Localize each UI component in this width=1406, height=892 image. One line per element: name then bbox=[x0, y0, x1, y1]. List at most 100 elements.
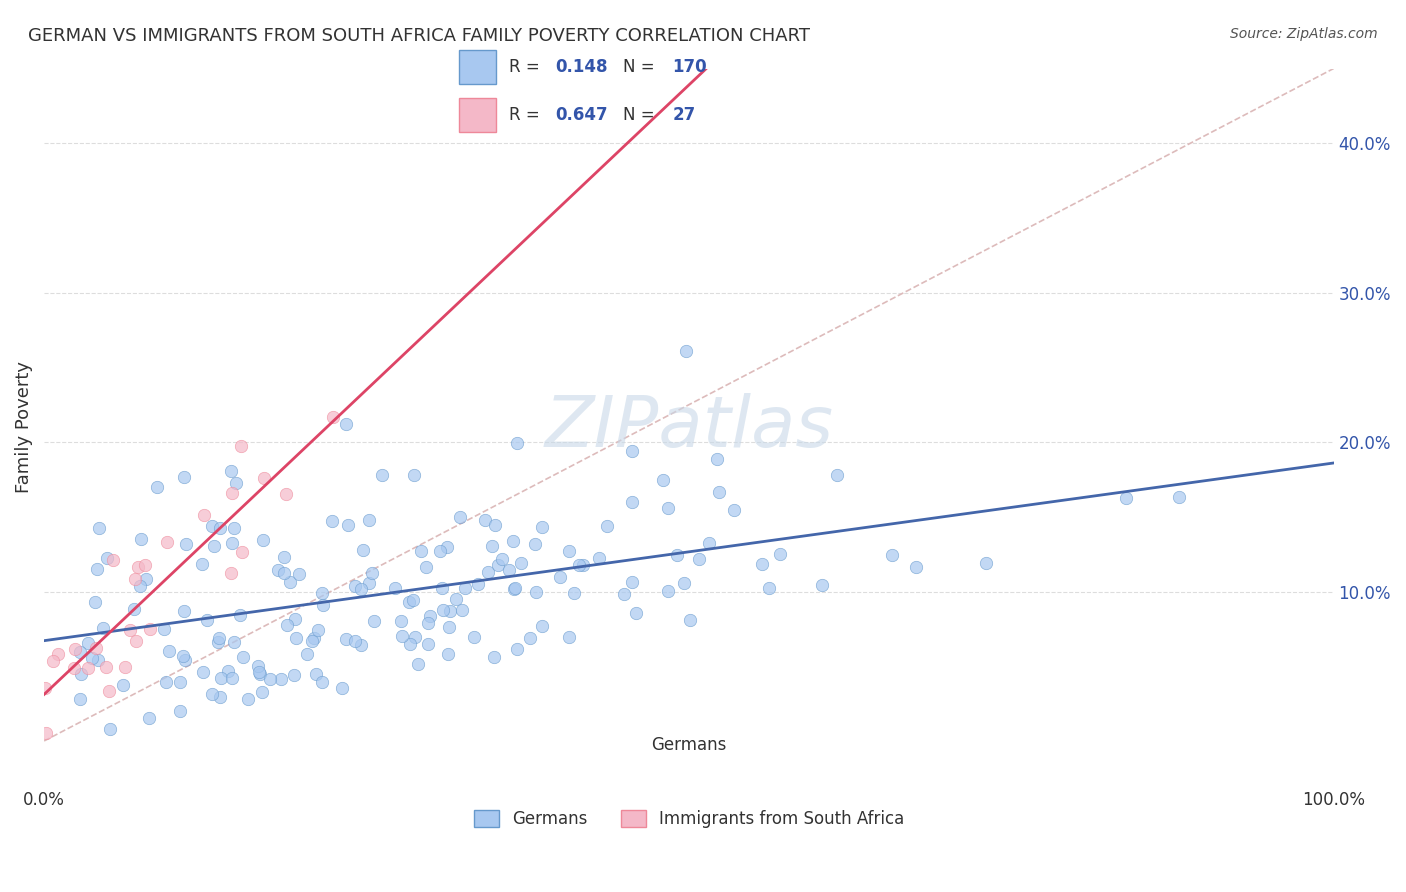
Point bbox=[250, 685, 273, 699]
Point bbox=[498, 563, 520, 577]
Point bbox=[1167, 490, 1189, 504]
Point bbox=[439, 604, 461, 618]
Text: R =: R = bbox=[509, 106, 544, 124]
Point bbox=[48, 647, 70, 661]
Point bbox=[415, 560, 437, 574]
Point bbox=[709, 485, 731, 500]
Point bbox=[588, 551, 610, 566]
Point bbox=[408, 657, 430, 672]
Text: GERMAN VS IMMIGRANTS FROM SOUTH AFRICA FAMILY POVERTY CORRELATION CHART: GERMAN VS IMMIGRANTS FROM SOUTH AFRICA F… bbox=[28, 27, 810, 45]
Point bbox=[657, 500, 679, 515]
Point bbox=[231, 439, 253, 453]
Point bbox=[146, 480, 169, 494]
Point bbox=[562, 586, 585, 600]
Point bbox=[335, 632, 357, 646]
Point bbox=[169, 704, 191, 718]
Point bbox=[432, 603, 454, 617]
Point bbox=[359, 575, 381, 590]
Point bbox=[278, 574, 301, 589]
Point bbox=[502, 533, 524, 548]
Point bbox=[174, 537, 197, 551]
Point bbox=[596, 519, 619, 533]
Point bbox=[118, 624, 141, 638]
Point bbox=[474, 513, 496, 527]
Point bbox=[444, 592, 467, 607]
FancyBboxPatch shape bbox=[460, 50, 496, 84]
Point bbox=[207, 635, 229, 649]
Point bbox=[697, 536, 720, 550]
Point bbox=[274, 487, 297, 501]
Text: R =: R = bbox=[509, 58, 544, 76]
Point bbox=[652, 473, 675, 487]
Point bbox=[125, 634, 148, 648]
Point bbox=[620, 444, 643, 458]
Point bbox=[312, 599, 335, 613]
Point bbox=[134, 558, 156, 572]
Point bbox=[114, 660, 136, 674]
Point bbox=[384, 582, 406, 596]
Point bbox=[129, 532, 152, 546]
Point bbox=[270, 673, 292, 687]
Point bbox=[463, 630, 485, 644]
Point bbox=[98, 722, 121, 736]
Point bbox=[76, 661, 98, 675]
Point bbox=[491, 552, 513, 566]
Point bbox=[87, 652, 110, 666]
Point bbox=[173, 604, 195, 618]
Point bbox=[283, 668, 305, 682]
Point bbox=[201, 518, 224, 533]
Point bbox=[34, 681, 56, 696]
Point bbox=[505, 581, 527, 595]
Text: 27: 27 bbox=[672, 106, 696, 124]
Point bbox=[404, 467, 426, 482]
Point bbox=[63, 642, 86, 657]
Point bbox=[502, 582, 524, 596]
Point bbox=[84, 595, 107, 609]
Point bbox=[723, 503, 745, 517]
Point bbox=[467, 577, 489, 591]
Point bbox=[221, 536, 243, 550]
Point bbox=[624, 606, 647, 620]
Point bbox=[675, 343, 697, 358]
Point bbox=[482, 650, 505, 665]
Point bbox=[688, 552, 710, 566]
Point bbox=[621, 574, 644, 589]
Point bbox=[135, 572, 157, 586]
Point bbox=[449, 509, 471, 524]
Point bbox=[436, 541, 458, 555]
Point bbox=[87, 521, 110, 535]
Point bbox=[429, 544, 451, 558]
Point bbox=[98, 683, 121, 698]
Point bbox=[402, 593, 425, 607]
Point bbox=[285, 631, 308, 645]
Point bbox=[201, 687, 224, 701]
Point bbox=[391, 629, 413, 643]
Point bbox=[481, 539, 503, 553]
Point bbox=[311, 586, 333, 600]
Point bbox=[62, 661, 84, 675]
Point bbox=[273, 550, 295, 565]
Point bbox=[288, 567, 311, 582]
Point bbox=[219, 566, 242, 580]
Point bbox=[273, 566, 295, 580]
Point bbox=[80, 650, 103, 665]
Point bbox=[548, 569, 571, 583]
Point bbox=[758, 581, 780, 595]
Point bbox=[904, 560, 927, 574]
Text: 0.647: 0.647 bbox=[555, 106, 607, 124]
Point bbox=[173, 653, 195, 667]
Point bbox=[209, 671, 232, 685]
Point bbox=[359, 513, 381, 527]
Point bbox=[231, 545, 253, 559]
Point bbox=[519, 631, 541, 645]
Point bbox=[344, 634, 367, 648]
Point bbox=[416, 616, 439, 631]
Point bbox=[111, 677, 134, 691]
Point bbox=[477, 565, 499, 579]
Legend: Germans, Immigrants from South Africa: Germans, Immigrants from South Africa bbox=[467, 804, 911, 835]
Point bbox=[330, 681, 353, 695]
Point bbox=[193, 665, 215, 680]
Point bbox=[311, 674, 333, 689]
Point bbox=[419, 609, 441, 624]
Point bbox=[156, 534, 179, 549]
